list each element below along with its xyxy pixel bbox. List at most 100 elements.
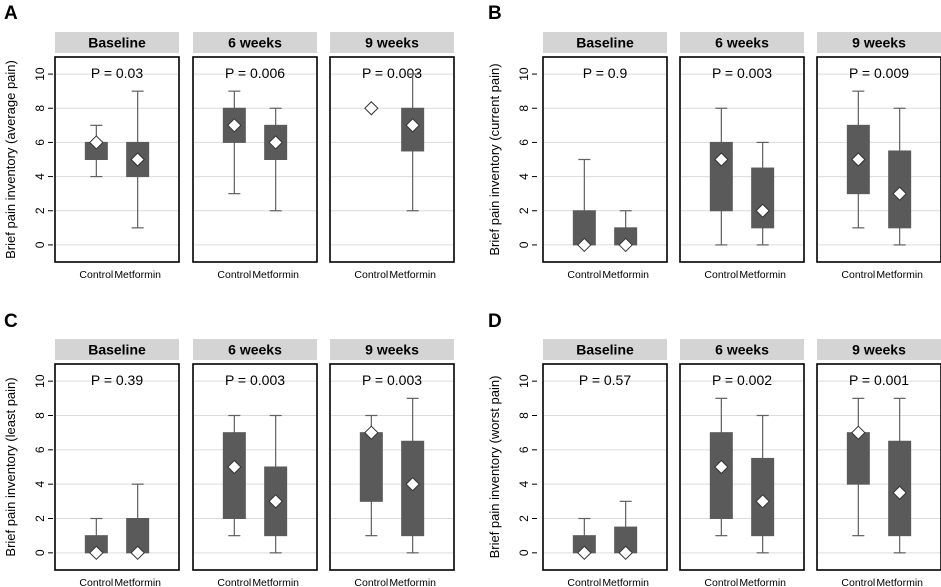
- p-value-label: P = 0.9: [583, 65, 628, 81]
- box-metformin: Metformin: [389, 73, 436, 281]
- panel-letter: C: [4, 311, 18, 332]
- p-value-label: P = 0.001: [849, 372, 909, 388]
- facet-title: 9 weeks: [852, 35, 906, 51]
- median-marker: [714, 459, 729, 475]
- plot-frame: [816, 56, 941, 263]
- plot-frame: [192, 363, 318, 571]
- plot-frame: [329, 363, 455, 571]
- box-metformin: Metformin: [602, 500, 649, 587]
- median-marker: [851, 152, 866, 167]
- box-metformin: Metformin: [252, 107, 299, 281]
- median-marker: [892, 485, 907, 500]
- median-marker: [405, 118, 420, 133]
- facet-strip: [193, 339, 317, 360]
- category-label: Control: [217, 577, 251, 587]
- facet-6-weeks: 6 weeks P = 0.006 Control Metformin: [192, 32, 318, 281]
- facet-baseline: Baseline P = 0.57 Control Metformin: [542, 339, 668, 587]
- y-tick-label: 10: [33, 374, 47, 388]
- box-control: Control: [841, 90, 875, 281]
- plot-frame: [679, 363, 805, 571]
- facet-strip: [330, 32, 454, 53]
- y-tick-label: 0: [517, 549, 531, 556]
- y-axis-label: Brief pain inventory (current pain): [487, 63, 502, 255]
- plot-frame: [329, 56, 455, 263]
- median-marker: [227, 118, 242, 133]
- category-label: Metformin: [114, 269, 161, 281]
- facet-baseline: Baseline P = 0.03 Control Metformin: [54, 32, 180, 281]
- iqr-box: [751, 167, 775, 229]
- facet-title: 6 weeks: [715, 342, 769, 358]
- y-tick-label: 8: [33, 412, 47, 419]
- median-marker: [755, 203, 770, 218]
- category-label: Metformin: [252, 577, 299, 587]
- median-marker: [227, 459, 242, 475]
- iqr-box: [846, 432, 870, 485]
- facet-title: Baseline: [576, 342, 634, 358]
- box-control: Control: [354, 101, 388, 281]
- category-label: Metformin: [389, 269, 436, 281]
- plot-frame: [679, 56, 805, 263]
- facet-strip: [817, 32, 941, 53]
- p-value-label: P = 0.39: [91, 372, 144, 388]
- box-metformin: Metformin: [739, 414, 786, 587]
- facet-strip: [193, 32, 317, 53]
- facet-title: Baseline: [576, 35, 634, 51]
- plot-frame: [816, 363, 941, 571]
- category-label: Control: [704, 269, 738, 281]
- facet-6-weeks: 6 weeks P = 0.002 Control Metformin: [679, 339, 805, 587]
- median-marker: [364, 425, 379, 440]
- y-tick-label: 4: [33, 173, 47, 180]
- box-control: Control: [704, 397, 738, 587]
- panel-c: C Brief pain inventory (least pain) 0 2 4 6 8 1…: [3, 311, 455, 587]
- y-tick-label: 2: [33, 207, 47, 214]
- category-label: Metformin: [602, 577, 649, 587]
- iqr-box: [222, 432, 246, 519]
- iqr-box: [359, 432, 383, 502]
- category-label: Control: [841, 269, 875, 281]
- y-tick-label: 4: [33, 481, 47, 488]
- y-tick-label: 10: [33, 67, 47, 81]
- y-tick-label: 6: [33, 446, 47, 453]
- p-value-label: P = 0.003: [362, 65, 422, 81]
- y-tick-label: 0: [517, 241, 531, 248]
- median-marker: [577, 237, 592, 253]
- category-label: Control: [79, 269, 113, 281]
- y-tick-label: 8: [33, 105, 47, 112]
- facet-title: Baseline: [88, 342, 146, 358]
- median-marker: [89, 545, 104, 561]
- y-tick-label: 2: [517, 207, 531, 214]
- category-label: Metformin: [876, 269, 923, 281]
- category-label: Control: [567, 577, 601, 587]
- box-metformin: Metformin: [114, 90, 161, 281]
- p-value-label: P = 0.003: [712, 65, 772, 81]
- category-label: Control: [217, 269, 251, 281]
- plot-frame: [542, 363, 668, 571]
- box-metformin: Metformin: [739, 141, 786, 281]
- category-label: Control: [704, 577, 738, 587]
- category-label: Control: [841, 577, 875, 587]
- y-tick-label: 8: [517, 412, 531, 419]
- median-marker: [755, 494, 770, 509]
- facet-title: 6 weeks: [228, 35, 282, 51]
- facet-9-weeks: 9 weeks P = 0.003 Control Metformin: [329, 32, 455, 281]
- facet-baseline: Baseline P = 0.9 Control Metformin: [542, 32, 668, 281]
- median-marker: [577, 545, 592, 561]
- facet-title: 9 weeks: [365, 342, 419, 358]
- box-control: Control: [79, 124, 113, 281]
- facet-strip: [680, 339, 804, 360]
- box-control: Control: [841, 397, 875, 587]
- category-label: Control: [79, 577, 113, 587]
- box-control: Control: [567, 158, 601, 281]
- facet-title: 9 weeks: [365, 35, 419, 51]
- y-tick-label: 4: [517, 481, 531, 488]
- category-label: Control: [354, 269, 388, 281]
- facet-strip: [55, 339, 179, 360]
- y-tick-label: 0: [33, 549, 47, 556]
- box-metformin: Metformin: [876, 397, 923, 587]
- facet-9-weeks: 9 weeks P = 0.009 Control Metformin: [816, 32, 941, 281]
- median-marker: [618, 545, 633, 561]
- median-marker: [851, 425, 866, 440]
- plot-frame: [192, 56, 318, 263]
- facet-6-weeks: 6 weeks P = 0.003 Control Metformin: [192, 339, 318, 587]
